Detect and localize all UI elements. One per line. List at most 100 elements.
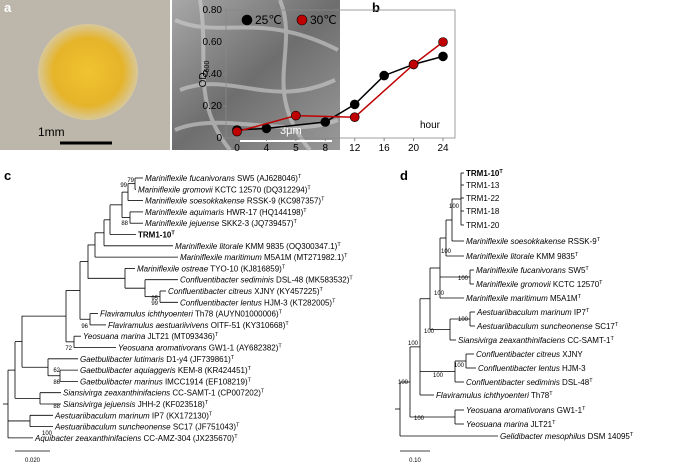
species: Mariniflexile litorale	[466, 252, 535, 261]
x-tick-label: 12	[349, 143, 361, 154]
bootstrap: 88	[53, 404, 60, 410]
strain: CC-SAMT-1	[565, 336, 611, 345]
legend-label: 25℃	[255, 13, 282, 27]
type-strain: T	[282, 264, 286, 270]
bootstrap: 88	[121, 221, 128, 227]
type-strain: T	[589, 378, 593, 384]
strain: M5A1M	[548, 294, 578, 303]
scale-label: 3μm	[280, 125, 302, 137]
leaf-label: Mariniflexile soesokkakense RSSK-9 (KC98…	[145, 197, 325, 206]
leaf-label: TRM1-20	[466, 221, 500, 230]
type-strain: T	[578, 294, 582, 300]
leaf-label: Yeosuana aromativorans GW1-1T	[466, 406, 586, 415]
leaf-label: Confluentibacter sediminis DSL-48T	[466, 378, 593, 387]
data-point	[349, 112, 360, 122]
bootstrap: 100	[424, 329, 435, 335]
species: Confluentibacter citreus	[476, 350, 560, 359]
strain: XJNY	[560, 350, 583, 359]
type-strain: T	[231, 355, 235, 361]
legend-marker	[241, 14, 253, 26]
strain: D1-y4 (JF739861)	[164, 355, 231, 364]
leaf-label: Gaetbulibacter marinus IMCC1914 (EF10821…	[80, 377, 252, 386]
panel-label: b	[372, 0, 380, 15]
strain: CC-AMZ-304 (JX235670)	[141, 434, 234, 443]
strain: SW5 (AJ628046)	[235, 174, 298, 183]
species: Mariniflexile soesokkakense	[145, 197, 245, 206]
leaf-label: Flaviramulus ichthyoenteri Th78 (AUYN010…	[100, 310, 283, 319]
type-strain: T	[303, 208, 307, 214]
strain: KMM 9835	[534, 252, 575, 261]
strain: HWR-17 (HQ144198)	[224, 208, 303, 217]
strain: SW5	[566, 266, 586, 275]
strain: DSM 14095	[585, 432, 630, 441]
strain: KCTC 12570	[551, 280, 600, 289]
type-strain: T	[320, 287, 324, 293]
panel-label: d	[400, 168, 408, 183]
bootstrap: 99	[120, 183, 127, 189]
species: Mariniflexile aquimaris	[145, 208, 224, 217]
scale-label: 0.10	[409, 458, 421, 464]
species: Aquibacter zeaxanthinifaciens	[34, 434, 141, 443]
leaf-label: Mariniflexile soesokkakense RSSK-9T	[466, 237, 601, 246]
strain: SC17 (JF751043)	[171, 423, 237, 432]
strain: XJNY (KY457225)	[252, 287, 320, 296]
bootstrap: 100	[434, 291, 445, 297]
bootstrap: 95	[151, 296, 158, 302]
species: Mariniflexile gromovii	[476, 280, 551, 289]
leaf-label: Siansivirga zeaxanthinifaciens CC-SAMT-1…	[63, 389, 265, 398]
bootstrap: 72	[65, 346, 72, 352]
leaf-label: Yeosuana aromativorans GW1-1 (AY682382)T	[118, 344, 282, 353]
leaf-label: Mariniflexile ostreae TYO-10 (KJ816859)T	[137, 264, 286, 273]
bootstrap: 100	[433, 373, 444, 379]
bootstrap: 62	[53, 368, 60, 374]
type-strain: T	[552, 420, 556, 426]
type-strain: T	[279, 310, 283, 316]
bootstrap: 100	[458, 276, 469, 282]
type-strain: T	[234, 434, 238, 440]
x-tick-label: 16	[379, 143, 391, 154]
type-strain: T	[582, 406, 586, 412]
species: Mariniflexile maritimum	[180, 253, 262, 262]
leaf-label: Mariniflexile gromovii KCTC 12570T	[476, 280, 603, 289]
leaf-label: TRM1-10T	[466, 169, 503, 178]
species: Confluentibacter lentus	[180, 298, 262, 307]
y-axis-label-main: OD	[198, 72, 209, 87]
y-axis-label: OD600	[198, 61, 211, 88]
strain: TYO-10 (KJ816859)	[208, 264, 282, 273]
strain: SKK2-3 (JQ739457)	[219, 219, 294, 228]
species: Mariniflexile gromovii	[138, 185, 213, 194]
scale-label: 0.020	[25, 458, 41, 464]
type-strain: T	[615, 322, 619, 328]
leaf-label: TRM1-10T	[138, 231, 175, 240]
bootstrap: 100	[414, 416, 425, 422]
panel-label: c	[4, 168, 11, 183]
species: Yeosuana aromativorans	[118, 344, 207, 353]
strain: HJM-3 (KT282005)	[262, 298, 333, 307]
species: Siansivirga jejuensis	[63, 400, 135, 409]
strain: HJM-3	[560, 364, 586, 373]
species: Flaviramulus ichthyoenteri	[436, 391, 529, 400]
strain: GW1-1	[555, 406, 583, 415]
type-strain: T	[597, 237, 601, 243]
leaf-label: Mariniflexile jejuense SKK2-3 (JQ739457)…	[145, 219, 298, 228]
species: Gaetbulibacter marinus	[80, 377, 163, 386]
bootstrap: 79	[127, 178, 134, 184]
leaf-label: Aestuariibaculum suncheonense SC17T	[476, 322, 619, 331]
leaf-label: Confluentibacter citreus XJNY	[476, 350, 583, 359]
leaf-name: TRM1-22	[466, 194, 500, 203]
bootstrap: 100	[454, 363, 465, 369]
leaf-label: Aestuariibaculum marinum IP7T	[476, 308, 590, 317]
leaf-label: Confluentibacter sediminis DSL-48 (MK583…	[180, 276, 353, 285]
data-point	[320, 117, 331, 127]
leaf-label: Mariniflexile fucanivorans SW5 (AJ628046…	[145, 174, 302, 183]
leaf-label: Flaviramulus ichthyoenteri Th78T	[436, 391, 553, 400]
type-strain: T	[344, 253, 348, 259]
type-strain: T	[611, 336, 615, 342]
strain: IP7 (KX172130)	[150, 411, 209, 420]
species: Aestuariibaculum suncheonense	[476, 322, 593, 331]
x-tick-label: 8	[323, 143, 329, 154]
leaf-label: TRM1-13	[466, 181, 500, 190]
strain: Th78	[529, 391, 550, 400]
species: Mariniflexile jejuense	[145, 219, 220, 228]
species: Gelidibacter mesophilus	[500, 432, 585, 441]
